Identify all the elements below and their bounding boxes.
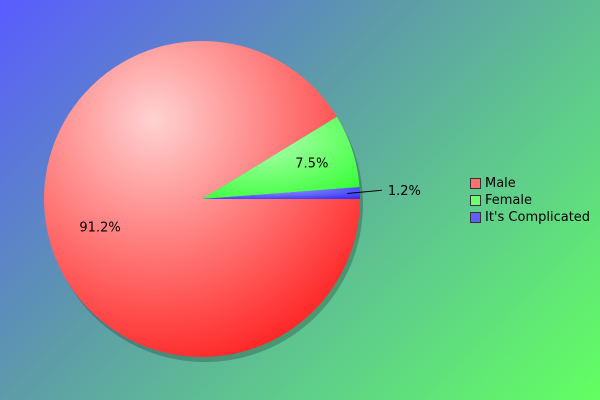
legend-item-complicated: It's Complicated <box>470 209 590 226</box>
slice-label-complicated: 1.2% <box>388 184 421 199</box>
leader-line-complicated <box>347 189 382 195</box>
legend-label-female: Female <box>485 193 533 208</box>
legend-label-complicated: It's Complicated <box>485 210 591 225</box>
legend-swatch-complicated <box>470 212 481 223</box>
legend-item-male: Male <box>470 175 590 192</box>
legend: Male Female It's Complicated <box>470 175 590 226</box>
slice-label-female: 7.5% <box>295 157 328 172</box>
legend-item-female: Female <box>470 192 590 209</box>
pie-slice-female <box>202 116 360 199</box>
legend-swatch-female <box>470 195 481 206</box>
legend-swatch-male <box>470 178 481 189</box>
legend-label-male: Male <box>485 176 516 191</box>
slice-label-male: 91.2% <box>79 221 120 236</box>
pie-slice-complicated <box>202 187 360 199</box>
